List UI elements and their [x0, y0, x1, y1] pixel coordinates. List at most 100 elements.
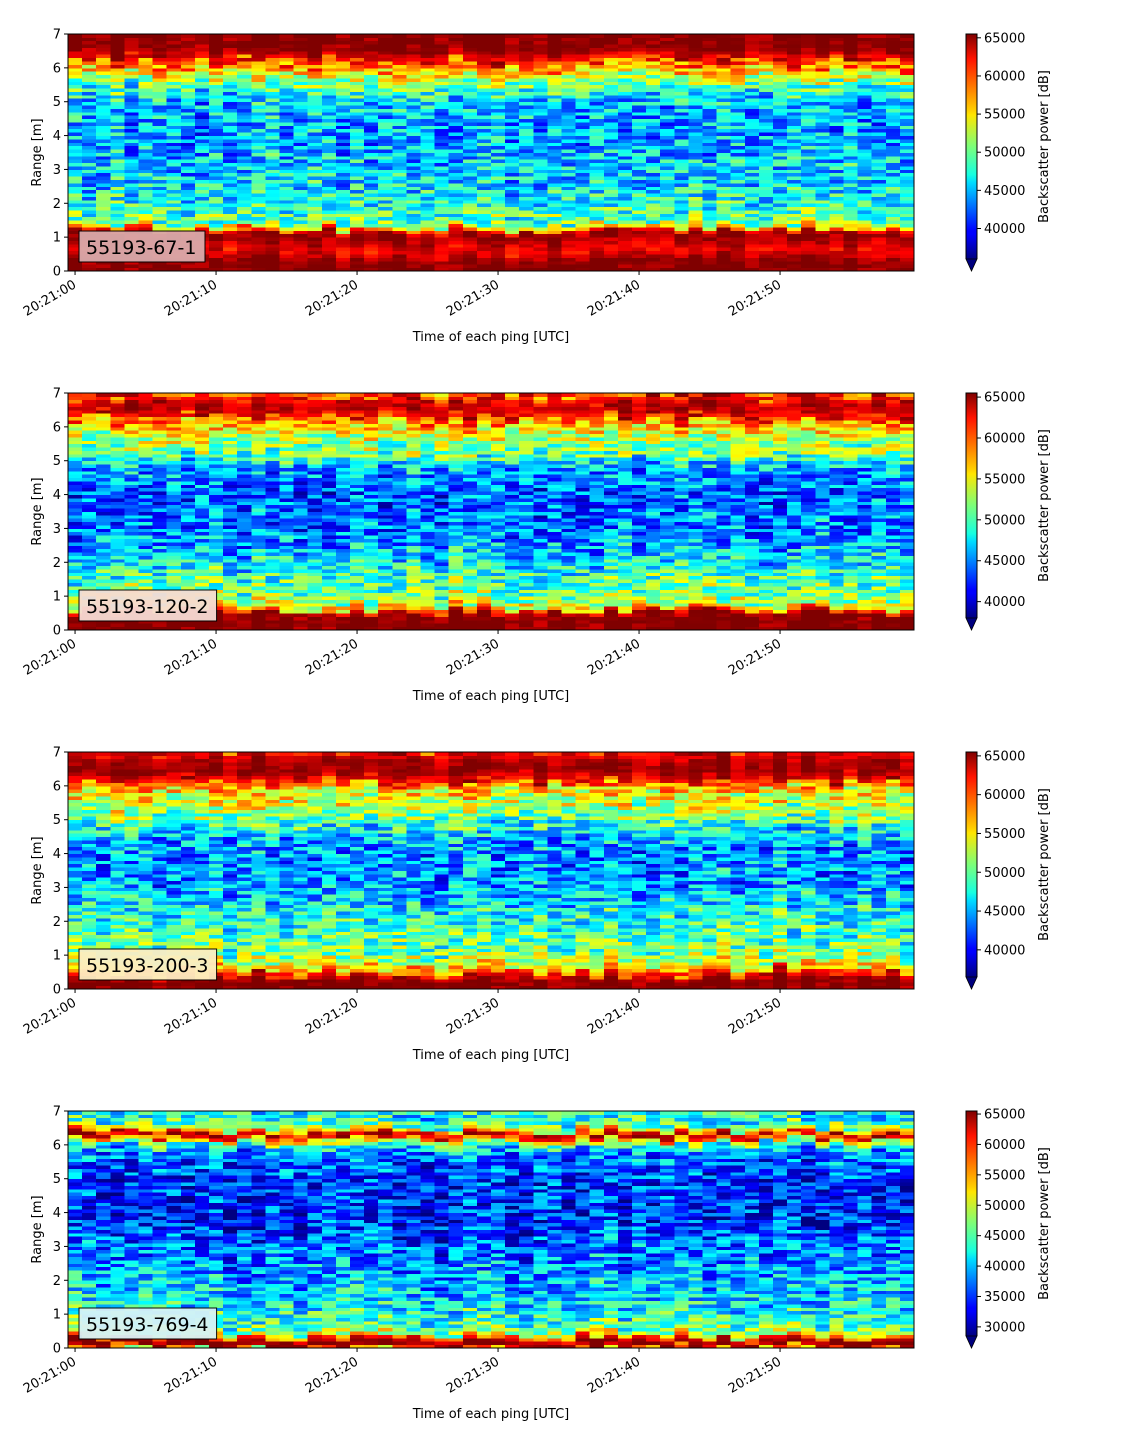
- heatmap-cell: [96, 180, 111, 184]
- heatmap-cell: [265, 108, 280, 112]
- heatmap-cell: [167, 207, 182, 211]
- heatmap-cell: [96, 481, 111, 485]
- heatmap-cell: [181, 579, 196, 583]
- heatmap-cell: [886, 146, 901, 150]
- heatmap-cell: [872, 153, 887, 157]
- heatmap-cell: [96, 407, 111, 411]
- heatmap-cell: [562, 197, 577, 201]
- heatmap-cell: [223, 139, 238, 143]
- heatmap-cell: [421, 81, 436, 85]
- heatmap-cell: [392, 183, 407, 187]
- heatmap-cell: [491, 95, 506, 99]
- heatmap-cell: [886, 261, 901, 265]
- heatmap-cell: [195, 200, 210, 204]
- heatmap-cell: [195, 505, 210, 509]
- heatmap-cell: [773, 54, 788, 58]
- heatmap-cell: [68, 220, 83, 224]
- heatmap-cell: [139, 403, 154, 407]
- heatmap-cell: [900, 247, 915, 251]
- heatmap-cell: [68, 623, 83, 627]
- heatmap-cell: [68, 146, 83, 150]
- heatmap-cell: [96, 478, 111, 482]
- heatmap-cell: [717, 203, 732, 207]
- heatmap-cell: [745, 68, 760, 72]
- heatmap-cell: [280, 81, 295, 85]
- heatmap-cell: [167, 197, 182, 201]
- heatmap-cell: [153, 224, 168, 228]
- heatmap-cell: [223, 115, 238, 119]
- heatmap-cell: [745, 180, 760, 184]
- heatmap-cell: [717, 149, 732, 153]
- heatmap-cell: [646, 200, 661, 204]
- heatmap-cell: [364, 234, 379, 238]
- heatmap-cell: [731, 153, 746, 157]
- heatmap-cell: [82, 197, 97, 201]
- heatmap-cell: [717, 193, 732, 197]
- heatmap-cell: [392, 186, 407, 190]
- heatmap-cell: [815, 220, 830, 224]
- heatmap-cell: [294, 71, 309, 75]
- heatmap-cell: [153, 451, 168, 455]
- heatmap-cell: [392, 95, 407, 99]
- heatmap-cell: [139, 146, 154, 150]
- heatmap-cell: [491, 257, 506, 261]
- heatmap-cell: [660, 173, 675, 177]
- heatmap-cell: [421, 136, 436, 140]
- heatmap-cell: [618, 217, 633, 221]
- heatmap-cell: [660, 247, 675, 251]
- heatmap-cell: [265, 64, 280, 68]
- heatmap-cell: [124, 48, 138, 52]
- heatmap-cell: [703, 169, 718, 173]
- heatmap-cell: [181, 396, 196, 400]
- heatmap-cell: [519, 132, 534, 136]
- heatmap-cell: [646, 68, 661, 72]
- heatmap-cell: [449, 261, 464, 265]
- heatmap-cell: [562, 146, 577, 150]
- heatmap-cell: [703, 186, 718, 190]
- heatmap-cell: [449, 142, 464, 146]
- heatmap-cell: [844, 247, 859, 251]
- heatmap-cell: [533, 244, 548, 248]
- heatmap-cell: [68, 190, 83, 194]
- heatmap-cell: [660, 190, 675, 194]
- heatmap-cell: [153, 98, 168, 102]
- heatmap-cell: [590, 237, 605, 241]
- heatmap-cell: [674, 203, 689, 207]
- heatmap-cell: [745, 193, 760, 197]
- heatmap-cell: [815, 224, 830, 228]
- heatmap-cell: [660, 254, 675, 258]
- heatmap-cell: [251, 224, 265, 228]
- heatmap-cell: [688, 58, 703, 62]
- heatmap-cell: [505, 88, 519, 92]
- heatmap-cell: [82, 522, 97, 526]
- heatmap-cell: [139, 193, 154, 197]
- heatmap-cell: [533, 88, 548, 92]
- heatmap-cell: [886, 75, 901, 79]
- heatmap-cell: [604, 163, 619, 167]
- heatmap-cell: [562, 190, 577, 194]
- heatmap-cell: [491, 51, 506, 55]
- heatmap-cell: [745, 37, 760, 41]
- heatmap-cell: [844, 125, 859, 129]
- heatmap-cell: [223, 136, 238, 140]
- heatmap-cell: [435, 166, 450, 170]
- heatmap-cell: [759, 197, 774, 201]
- heatmap-cell: [604, 34, 619, 38]
- heatmap-cell: [153, 166, 168, 170]
- heatmap-cell: [139, 180, 154, 184]
- heatmap-cell: [829, 207, 844, 211]
- heatmap-cell: [435, 48, 450, 52]
- heatmap-cell: [858, 78, 873, 82]
- heatmap-cell: [576, 173, 591, 177]
- heatmap-cell: [153, 163, 168, 167]
- heatmap-cell: [392, 129, 407, 133]
- heatmap-cell: [280, 166, 295, 170]
- heatmap-cell: [604, 244, 619, 248]
- heatmap-cell: [505, 139, 519, 143]
- heatmap-cell: [844, 210, 859, 214]
- heatmap-cell: [858, 64, 873, 68]
- heatmap-cell: [858, 224, 873, 228]
- heatmap-cell: [322, 98, 337, 102]
- heatmap-cell: [181, 532, 196, 536]
- heatmap-cell: [195, 484, 210, 488]
